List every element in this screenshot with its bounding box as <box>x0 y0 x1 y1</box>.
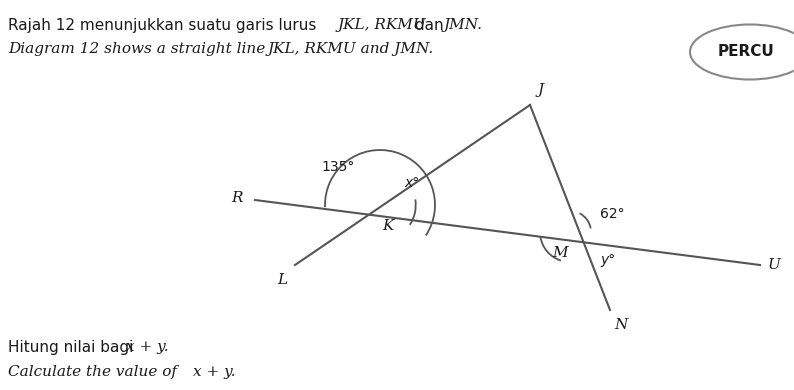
Text: K: K <box>382 219 393 233</box>
Text: R: R <box>232 191 243 205</box>
Text: x°: x° <box>404 176 419 190</box>
Text: y°: y° <box>600 253 615 267</box>
Text: 135°: 135° <box>322 160 355 174</box>
Text: JMN.: JMN. <box>444 18 483 32</box>
Text: J: J <box>538 83 544 97</box>
Text: M: M <box>553 246 568 260</box>
Text: dan: dan <box>410 18 449 33</box>
Text: x + y.: x + y. <box>193 365 236 379</box>
Text: Calculate the value of: Calculate the value of <box>8 365 191 379</box>
Text: x + y.: x + y. <box>126 340 168 354</box>
Text: U: U <box>768 258 781 272</box>
Text: Hitung nilai bagi: Hitung nilai bagi <box>8 340 148 355</box>
Text: N: N <box>614 318 627 332</box>
Text: 62°: 62° <box>599 207 624 221</box>
Text: JKL, RKMU: JKL, RKMU <box>338 18 426 32</box>
Text: Diagram 12 shows a straight line: Diagram 12 shows a straight line <box>8 42 270 56</box>
Text: PERCU: PERCU <box>718 44 775 60</box>
Text: JKL, RKMU and JMN.: JKL, RKMU and JMN. <box>268 42 434 56</box>
Text: Rajah 12 menunjukkan suatu garis lurus: Rajah 12 menunjukkan suatu garis lurus <box>8 18 322 33</box>
Text: L: L <box>277 273 287 287</box>
